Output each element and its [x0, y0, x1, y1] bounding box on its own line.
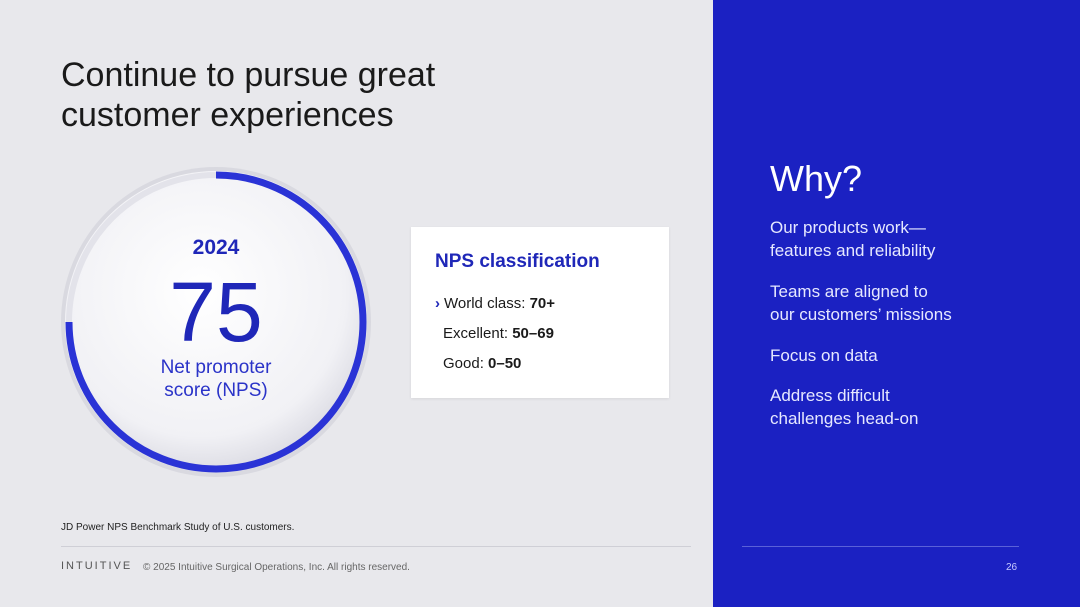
copyright-text: © 2025 Intuitive Surgical Operations, In… — [143, 562, 410, 573]
classification-title: NPS classification — [435, 251, 600, 272]
classification-row-world-class: › World class: 70+ — [435, 295, 555, 312]
why-panel — [713, 0, 1080, 607]
reason-line: Teams are aligned to — [770, 282, 928, 301]
classification-row-excellent: Excellent: 50–69 — [435, 325, 554, 342]
reason-line: Our products work— — [770, 218, 926, 237]
slide-title: Continue to pursue great customer experi… — [61, 55, 621, 135]
classification-row-good: Good: 0–50 — [435, 355, 521, 372]
intuitive-logo: INTUITIVE — [61, 560, 133, 572]
classification-label: World class: — [444, 295, 530, 312]
classification-label: Good: — [443, 355, 489, 372]
slide-title-line-2: customer experiences — [61, 96, 394, 134]
nps-score-value: 75 — [169, 265, 263, 359]
reason-line: Address difficult — [770, 386, 890, 405]
reason-line: our customers’ missions — [770, 305, 952, 324]
nps-gauge: 2024 75 Net promoter score (NPS) — [58, 164, 374, 480]
footer-divider — [61, 546, 691, 547]
reason-line: features and reliability — [770, 241, 936, 260]
gauge-label-line-1: Net promoter — [160, 357, 272, 378]
gauge-year: 2024 — [192, 236, 240, 259]
gauge-label: Net promoter score (NPS) — [116, 356, 316, 402]
why-heading: Why? — [770, 158, 863, 199]
footer-divider-right — [742, 546, 1019, 547]
reason-item: Address difficult challenges head-on — [770, 384, 1050, 430]
slide-title-line-1: Continue to pursue great — [61, 56, 436, 94]
classification-value: 70+ — [529, 295, 556, 312]
classification-label: Excellent: — [443, 325, 513, 342]
gauge-label-line-2: score (NPS) — [164, 380, 268, 401]
source-footnote: JD Power NPS Benchmark Study of U.S. cus… — [61, 522, 295, 533]
nps-classification-card: NPS classification › World class: 70+ Exc… — [411, 227, 669, 398]
reason-item: Our products work— features and reliabil… — [770, 216, 1050, 262]
reason-line: Focus on data — [770, 346, 878, 365]
page-number: 26 — [1006, 562, 1018, 573]
reason-item: Teams are aligned to our customers’ miss… — [770, 280, 1050, 326]
chevron-right-icon: › — [435, 295, 440, 312]
classification-value: 0–50 — [488, 355, 522, 372]
classification-value: 50–69 — [512, 325, 554, 342]
gauge-disc — [65, 171, 367, 473]
gauge-progress-arc — [65, 171, 367, 473]
reason-item: Focus on data — [770, 344, 1050, 367]
nps-gauge-ring — [61, 167, 371, 477]
reason-line: challenges head-on — [770, 409, 919, 428]
